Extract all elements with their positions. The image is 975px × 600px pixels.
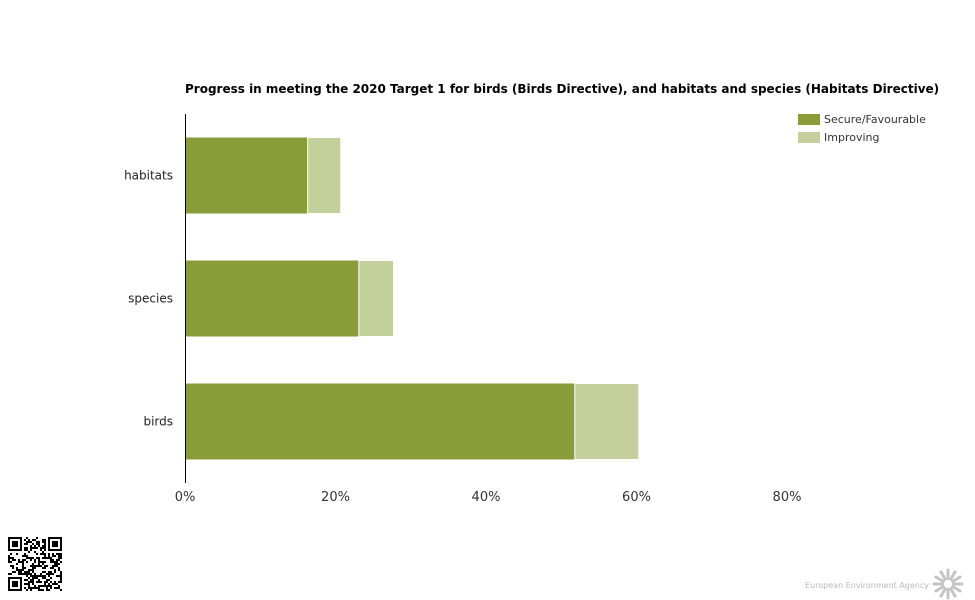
legend-swatch (798, 132, 820, 143)
x-tick-label: 0% (175, 490, 196, 505)
x-tick-label: 80% (773, 490, 802, 505)
bar-habitats-secure-favourable (185, 137, 308, 214)
bar-species-improving (358, 260, 394, 337)
legend-label: Secure/Favourable (824, 113, 926, 126)
x-tick-label: 40% (472, 490, 501, 505)
bars-group (185, 137, 640, 460)
category-label: species (128, 292, 173, 306)
chart-title: Progress in meeting the 2020 Target 1 fo… (185, 82, 939, 96)
bar-birds-improving (574, 383, 640, 460)
category-labels: habitats species birds (124, 169, 173, 429)
x-axis-ticks: 0% 20% 40% 60% 80% (175, 490, 802, 505)
eea-sun-logo-icon (932, 568, 964, 600)
eea-brand-text: European Environment Agency (805, 581, 929, 590)
bar-habitats-improving (307, 137, 342, 214)
legend-swatch (798, 114, 820, 125)
category-label: habitats (124, 169, 173, 183)
legend-label: Improving (824, 131, 879, 144)
category-label: birds (143, 415, 173, 429)
bar-species-secure-favourable (185, 260, 359, 337)
x-tick-label: 60% (622, 490, 651, 505)
legend: Secure/Favourable Improving (798, 113, 926, 144)
x-tick-label: 20% (321, 490, 350, 505)
bar-birds-secure-favourable (185, 383, 575, 460)
qr-code-icon (8, 537, 62, 591)
